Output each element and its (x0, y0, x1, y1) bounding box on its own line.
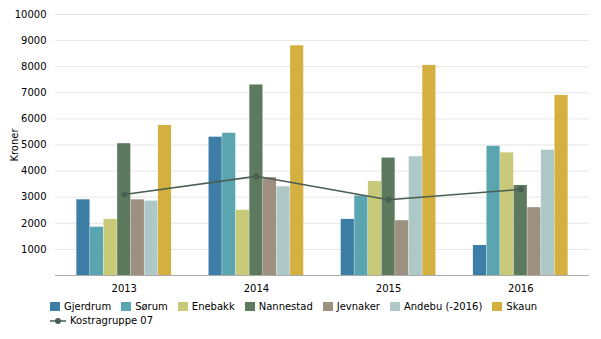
svg-text:2013: 2013 (112, 283, 137, 294)
svg-text:5000: 5000 (21, 139, 46, 150)
html-text:Nannestad: Nannestad (258, 301, 313, 312)
svg-text:8000: 8000 (21, 61, 46, 72)
svg-text:6000: 6000 (21, 113, 46, 124)
svg-text:2000: 2000 (21, 218, 46, 229)
html-text:Kostragruppe 07: Kostragruppe 07 (70, 315, 154, 326)
svg-text:1000: 1000 (21, 244, 46, 255)
svg-text:2015: 2015 (376, 283, 401, 294)
html-text:Skaun: Skaun (506, 301, 538, 312)
svg-text:9000: 9000 (21, 35, 46, 46)
svg-text:3000: 3000 (21, 191, 46, 202)
html-text:Andebu (-2016): Andebu (-2016) (403, 301, 483, 312)
svg-text:7000: 7000 (21, 87, 46, 98)
svg-text:Kroner: Kroner (9, 128, 20, 162)
html-text:Enebakk: Enebakk (191, 301, 235, 312)
html-text:Jevnaker: Jevnaker (336, 301, 380, 312)
svg-text:2016: 2016 (508, 283, 533, 294)
svg-text:2014: 2014 (244, 283, 269, 294)
html-text:Gjerdrum: Gjerdrum (64, 301, 112, 312)
svg-text:10000: 10000 (15, 9, 47, 20)
svg-text:4000: 4000 (21, 165, 46, 176)
html-text:Sørum: Sørum (135, 301, 168, 312)
